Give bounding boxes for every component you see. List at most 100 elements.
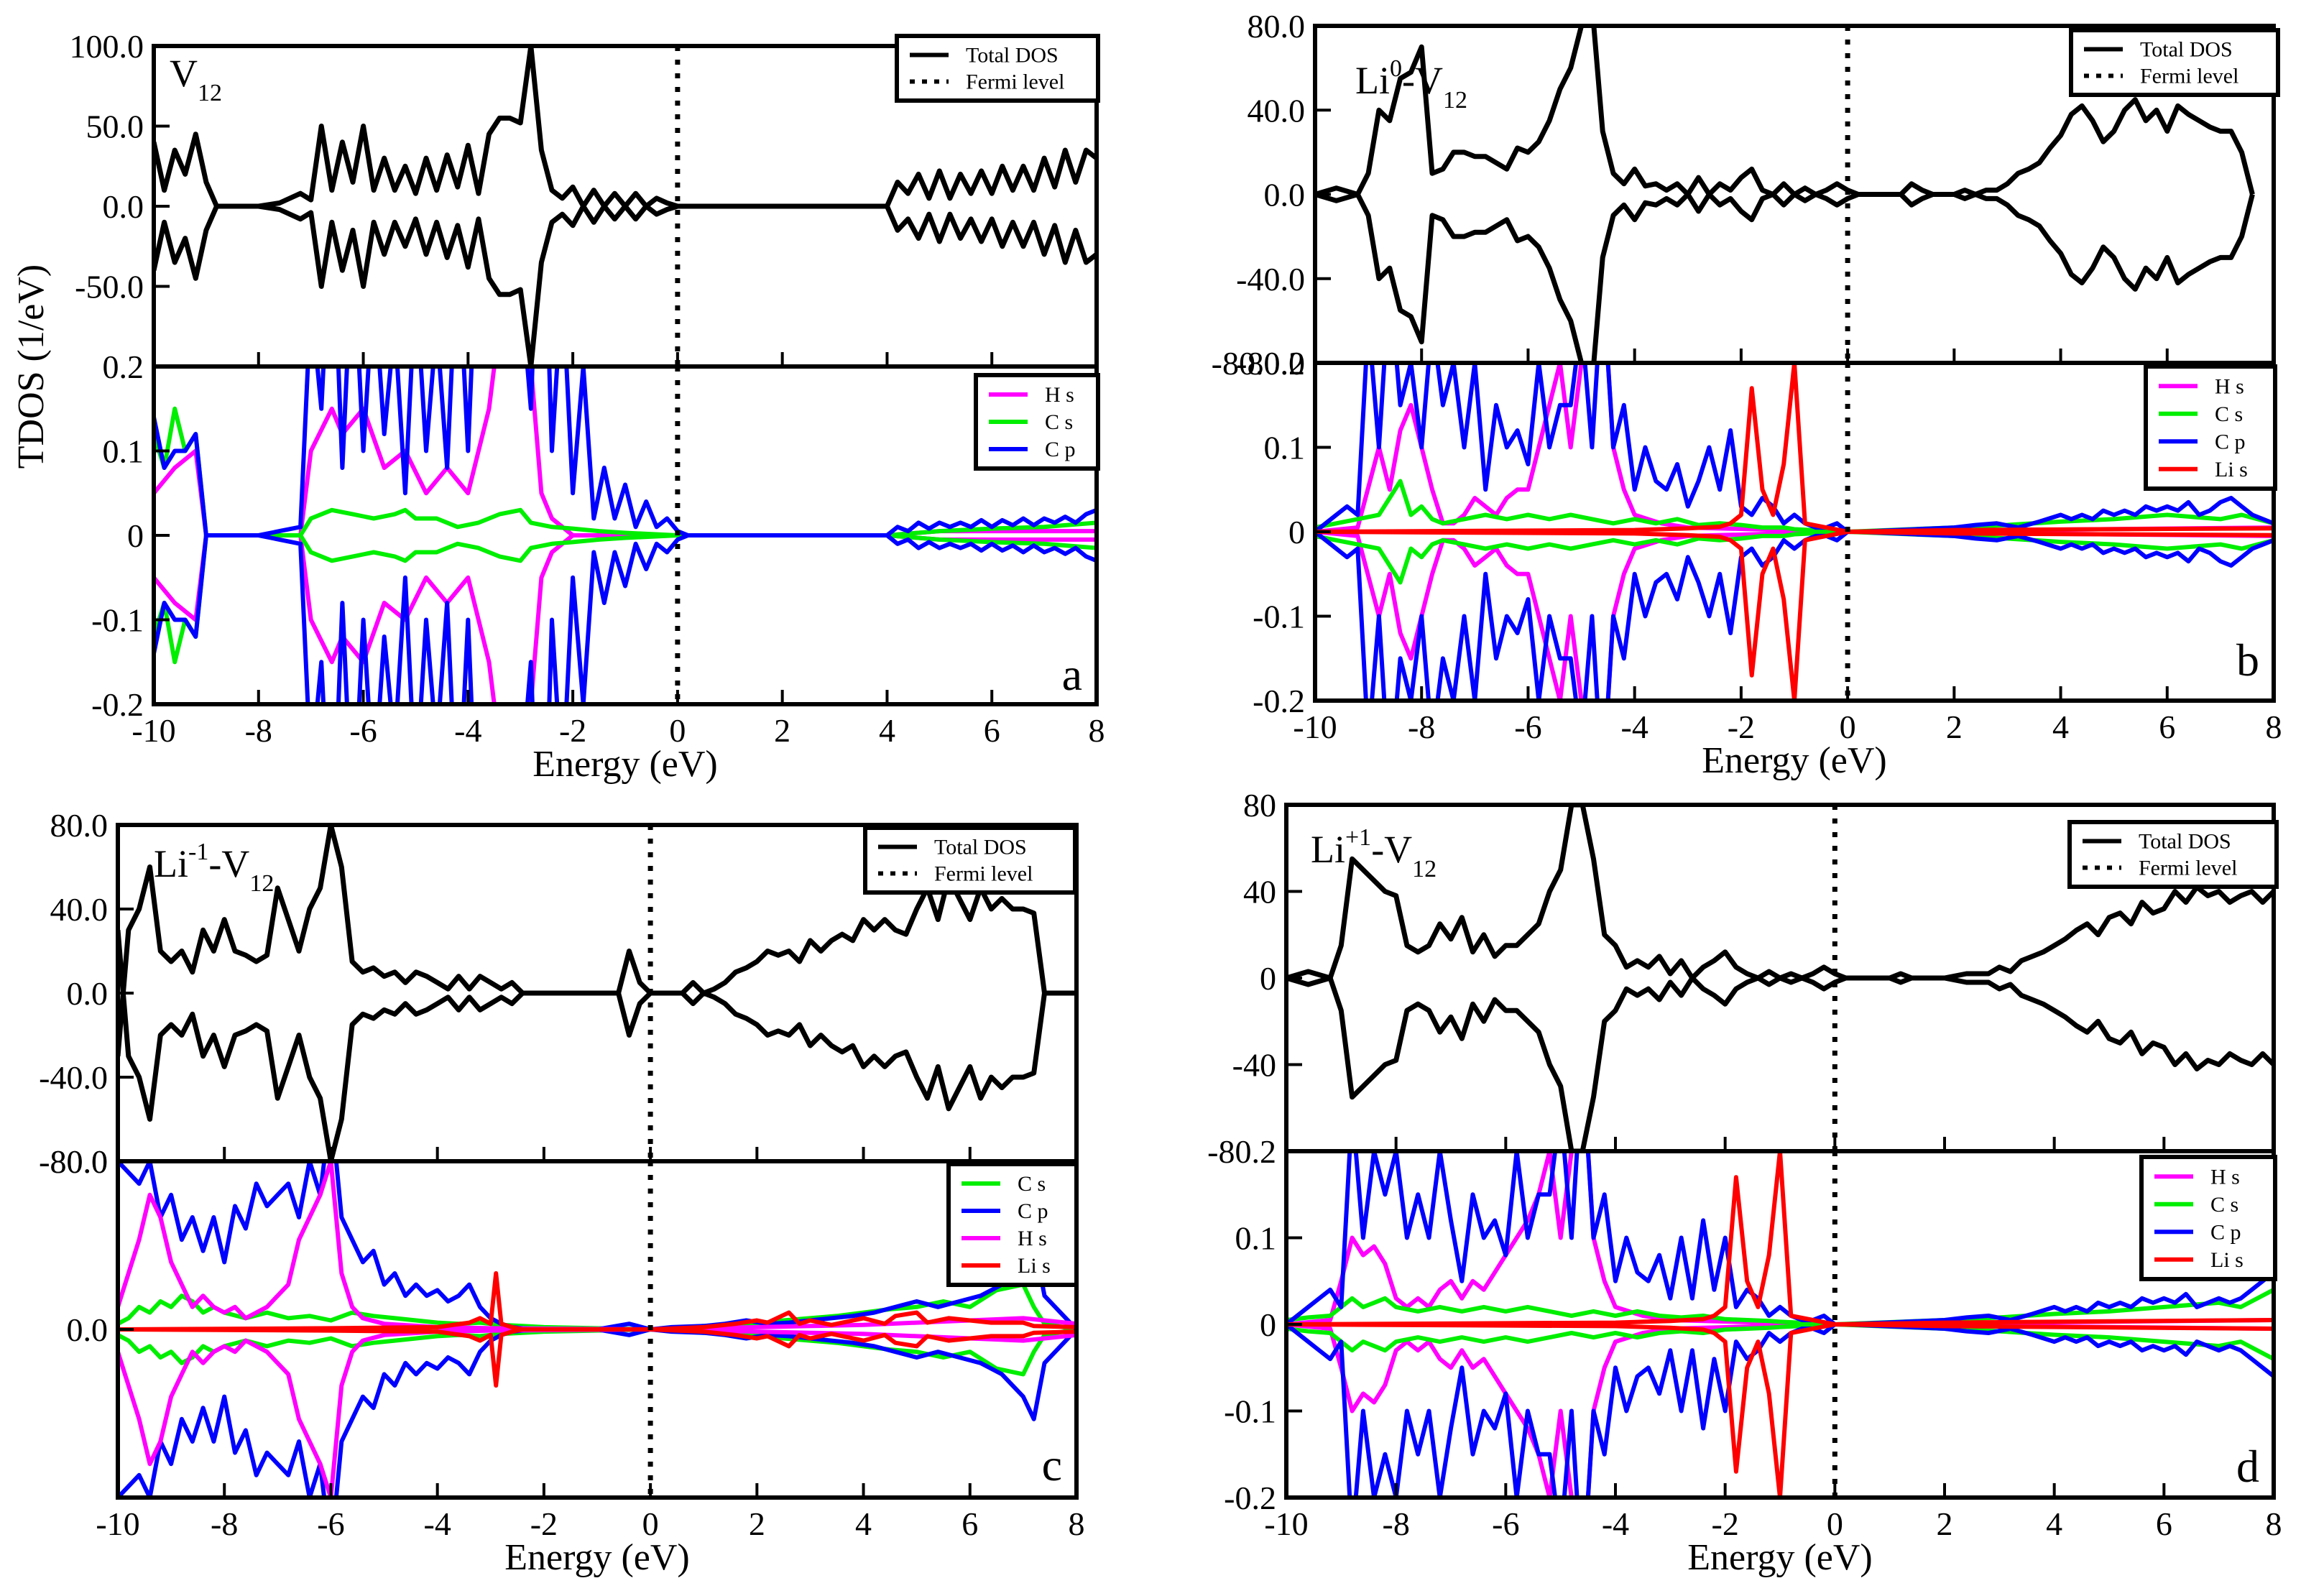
panel-letter: c	[1042, 1439, 1062, 1490]
y-tick-label: -40.0	[39, 1059, 108, 1096]
x-tick-label: -10	[96, 1505, 139, 1542]
series-total-dos-down	[1315, 192, 2255, 363]
panel-title: V12	[170, 52, 222, 106]
x-tick-label: 6	[2159, 709, 2175, 745]
series-c-p-down	[1286, 1322, 2274, 1498]
x-tick-label: -8	[245, 712, 272, 749]
x-axis-label: Energy (eV)	[504, 1537, 690, 1578]
y-tick-label: -0.1	[91, 602, 144, 639]
x-tick-label: -6	[349, 712, 377, 749]
legend-label: C s	[1045, 410, 1073, 434]
y-tick-label: 80	[1243, 787, 1276, 824]
panel-title: Li0-V12	[1355, 55, 1467, 114]
series-c-p-up	[118, 1161, 1076, 1332]
series-c-p-down	[1315, 530, 2274, 701]
legend-label: Fermi level	[2140, 65, 2238, 88]
series-li-s-up	[118, 1271, 1076, 1332]
legend-label: H s	[2210, 1165, 2240, 1189]
panel-d-top-legend: Total DOS Fermi level	[2067, 820, 2279, 889]
series-li-s-down	[1315, 530, 2274, 701]
series-h-s-up	[1286, 1151, 2274, 1327]
legend-label: C p	[1045, 438, 1076, 461]
series-total-dos-up	[1286, 805, 2274, 981]
y-tick-label: -0.1	[1253, 599, 1305, 635]
series-c-s-down	[1315, 530, 2274, 585]
x-tick-label: -8	[1383, 1505, 1410, 1542]
series-c-s-up	[1315, 479, 2274, 534]
x-tick-label: 0	[642, 1505, 659, 1542]
y-tick-label: 40.0	[50, 891, 109, 928]
series-total-dos-up	[154, 46, 1097, 209]
series-c-s-down	[154, 533, 1097, 665]
y-tick-label: -40.0	[1236, 261, 1305, 297]
title-mid: -V	[208, 842, 249, 885]
x-tick-label: 2	[1937, 1505, 1953, 1542]
series-total-dos-down	[118, 930, 1076, 1161]
series-h-s-down	[1315, 530, 2274, 701]
x-tick-label: 6	[984, 712, 1000, 749]
x-tick-label: 4	[855, 1505, 872, 1542]
title-base: Li	[1311, 828, 1345, 871]
x-axis-label: Energy (eV)	[1702, 740, 1887, 781]
x-tick-label: 0	[669, 712, 686, 749]
x-tick-label: 0	[1827, 1505, 1843, 1542]
title-subscript: 12	[1443, 87, 1467, 114]
x-tick-label: 4	[2046, 1505, 2062, 1542]
title-mid: -V	[1402, 59, 1443, 102]
y-tick-label: 40.0	[1248, 92, 1306, 129]
x-tick-label: 8	[1069, 1505, 1085, 1542]
y-tick-label: -0.2	[91, 686, 144, 723]
y-tick-label: 0.2	[103, 349, 144, 385]
panel-c-bottom-series	[118, 1161, 1076, 1498]
legend-label: Total DOS	[2139, 830, 2231, 854]
y-tick-label: 0.0	[67, 975, 109, 1012]
legend-label: Fermi level	[2139, 857, 2237, 880]
panel-title: Li-1-V12	[154, 839, 274, 897]
y-tick-label: 0.0	[1264, 177, 1306, 213]
title-base: Li	[1355, 59, 1390, 102]
x-tick-label: -10	[1293, 709, 1337, 745]
panel-a-bottom-legend: H s C s C p	[974, 373, 1100, 471]
x-tick-label: 0	[1840, 709, 1856, 745]
x-tick-label: -8	[1408, 709, 1435, 745]
legend-label: Li s	[2210, 1248, 2244, 1272]
series-c-p-up	[154, 366, 1097, 538]
panel-c-top-series	[118, 825, 1076, 1161]
series-c-p-down	[118, 1327, 1076, 1498]
title-subscript: 12	[1412, 856, 1437, 882]
panel-title: Li+1-V12	[1311, 824, 1437, 882]
title-subscript: 12	[198, 80, 222, 106]
legend-label: Fermi level	[934, 862, 1033, 886]
series-c-p-up	[1315, 363, 2274, 534]
x-axis-label: Energy (eV)	[532, 744, 718, 785]
series-c-p-up	[1286, 1151, 2274, 1327]
title-superscript: -1	[188, 839, 208, 865]
x-tick-label: -4	[1602, 1505, 1629, 1542]
panel-b-top-series	[1315, 26, 2255, 363]
y-tick-label: 0	[127, 517, 144, 554]
panel-c-bottom-legend: C s C p H s Li s	[946, 1162, 1079, 1287]
y-tick-label: 0.0	[67, 1311, 109, 1348]
x-tick-label: 8	[1089, 712, 1105, 749]
x-tick-label: -2	[530, 1505, 558, 1542]
x-tick-label: 8	[2266, 1505, 2282, 1542]
legend-label: C p	[2210, 1220, 2241, 1244]
legend-box	[2067, 820, 2279, 889]
panel-b-bottom-series	[1315, 363, 2274, 701]
panel-letter: a	[1062, 649, 1082, 700]
legend-label: C p	[2215, 430, 2246, 453]
series-c-p-down	[154, 533, 1097, 704]
legend-box	[2069, 28, 2280, 97]
x-tick-label: -6	[317, 1505, 344, 1542]
title-base: V	[170, 52, 198, 95]
series-li-s-up	[1286, 1151, 2274, 1327]
y-tick-label-overlap: -80.0	[39, 1143, 108, 1180]
panel-a-top-series	[154, 46, 1097, 366]
x-tick-label: 2	[774, 712, 790, 749]
y-tick-label: -50.0	[75, 269, 144, 305]
legend-label: Total DOS	[2140, 38, 2233, 62]
y-tick-label: -80.0	[39, 1143, 108, 1180]
